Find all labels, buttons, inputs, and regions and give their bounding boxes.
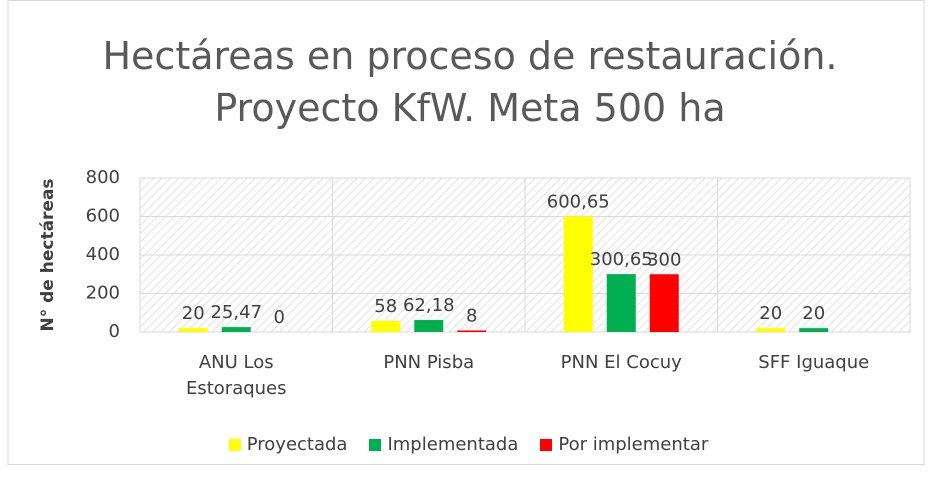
legend-item: Proyectada <box>228 434 348 455</box>
y-axis-label: N° de hectáreas <box>38 178 58 331</box>
value-label: 300,65 <box>590 249 653 270</box>
bar <box>756 328 786 332</box>
x-tick-label: PNN Pisba <box>383 352 475 373</box>
x-tick-label: ANU Los Estoraques <box>185 352 287 399</box>
y-tick-label: 800 <box>86 167 120 188</box>
y-tick-label: 200 <box>86 283 120 304</box>
value-label: 20 <box>802 303 825 324</box>
x-tick-label: PNN El Cocuy <box>560 352 682 373</box>
value-label: 58 <box>374 296 397 317</box>
legend-item: Por implementar <box>540 434 708 455</box>
bar <box>221 327 251 332</box>
bar <box>178 328 208 332</box>
value-label: 0 <box>274 307 285 328</box>
value-label: 8 <box>466 305 477 326</box>
legend-label: Proyectada <box>246 434 348 455</box>
legend-swatch <box>228 438 241 451</box>
legend-label: Implementada <box>387 434 519 455</box>
bar <box>371 320 401 332</box>
value-label: 600,65 <box>547 191 610 212</box>
y-tick-label: 600 <box>86 206 120 227</box>
y-tick-label: 400 <box>86 244 120 265</box>
legend: Proyectada Implementada Por implementar <box>0 434 937 455</box>
value-label: 300 <box>647 249 681 270</box>
legend-swatch <box>540 438 553 451</box>
bar <box>563 216 593 332</box>
bar <box>414 320 444 332</box>
bar <box>457 330 487 332</box>
x-tick-label: SFF Iguaque <box>758 352 870 373</box>
y-tick-label: 0 <box>109 321 120 342</box>
legend-swatch <box>369 438 382 451</box>
value-label: 20 <box>182 303 205 324</box>
bar <box>799 328 829 332</box>
bar <box>649 274 679 332</box>
legend-item: Implementada <box>369 434 518 455</box>
legend-label: Por implementar <box>558 434 709 455</box>
chart-title: Hectáreas en proceso de restauración. Pr… <box>102 34 838 130</box>
value-label: 62,18 <box>403 295 455 316</box>
bar <box>606 274 636 332</box>
value-label: 25,47 <box>210 302 262 323</box>
value-label: 20 <box>759 303 782 324</box>
